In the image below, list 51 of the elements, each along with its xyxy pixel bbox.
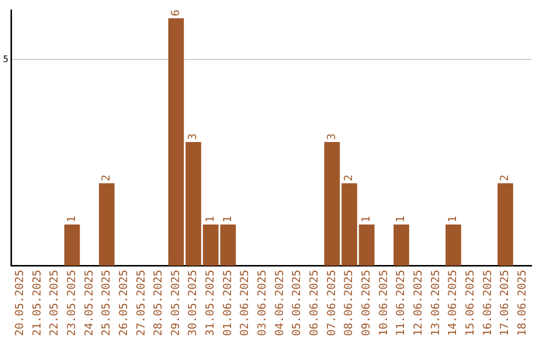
y-tick-label: 5 bbox=[2, 54, 8, 65]
x-tick-label: 25.05.2025 bbox=[100, 270, 113, 336]
data-label: 2 bbox=[498, 174, 512, 182]
x-tick-label: 04.06.2025 bbox=[272, 270, 286, 336]
x-tick-label: 16.06.2025 bbox=[480, 270, 494, 336]
bar bbox=[498, 183, 514, 266]
data-label: 1 bbox=[446, 216, 460, 223]
data-label: 2 bbox=[342, 174, 356, 182]
x-tick-label: 18.06.2025 bbox=[516, 270, 529, 336]
data-label: 1 bbox=[220, 216, 234, 223]
x-tick-label: 12.06.2025 bbox=[412, 270, 425, 336]
data-label: 1 bbox=[360, 216, 373, 223]
x-tick-label: 20.05.2025 bbox=[12, 270, 26, 336]
data-label: 2 bbox=[100, 174, 113, 182]
x-tick-label: 05.06.2025 bbox=[290, 270, 304, 336]
x-tick-label: 28.05.2025 bbox=[152, 270, 165, 336]
x-tick-label: 15.06.2025 bbox=[464, 270, 477, 336]
x-tick-label: 22.05.2025 bbox=[48, 270, 61, 336]
x-tick-label: 02.06.2025 bbox=[238, 270, 252, 336]
bar bbox=[220, 224, 236, 266]
bar bbox=[394, 224, 410, 266]
data-label: 3 bbox=[324, 133, 338, 140]
data-label: 1 bbox=[204, 216, 217, 223]
bar bbox=[202, 224, 219, 266]
x-tick-label: 27.05.2025 bbox=[134, 270, 148, 336]
x-tick-label: 14.06.2025 bbox=[446, 270, 460, 336]
data-label: 3 bbox=[186, 133, 200, 140]
x-tick-label: 01.06.2025 bbox=[220, 270, 234, 336]
x-tick-label: 06.06.2025 bbox=[308, 270, 321, 336]
x-tick-label: 03.06.2025 bbox=[256, 270, 269, 336]
x-tick-label: 09.06.2025 bbox=[360, 270, 373, 336]
x-tick-label: 23.05.2025 bbox=[64, 270, 78, 336]
x-tick-label: 21.05.2025 bbox=[30, 270, 44, 336]
x-tick-label: 08.06.2025 bbox=[342, 270, 356, 336]
x-tick-label: 24.05.2025 bbox=[82, 270, 96, 336]
x-tick-label: 11.06.2025 bbox=[394, 270, 408, 336]
x-tick-label: 29.05.2025 bbox=[168, 270, 182, 336]
data-label: 1 bbox=[394, 216, 408, 223]
data-label: 1 bbox=[64, 216, 78, 223]
bar bbox=[64, 224, 80, 266]
x-tick-label: 30.05.2025 bbox=[186, 270, 200, 336]
x-tick-label: 31.05.2025 bbox=[204, 270, 217, 336]
x-tick-label: 13.06.2025 bbox=[428, 270, 442, 336]
x-tick-label: 17.06.2025 bbox=[498, 270, 512, 336]
bar bbox=[98, 183, 115, 266]
bar bbox=[358, 224, 374, 266]
x-tick-label: 26.05.2025 bbox=[116, 270, 130, 336]
data-label: 6 bbox=[168, 10, 182, 16]
x-tick-label: 10.06.2025 bbox=[376, 270, 390, 336]
x-tick-label: 07.06.2025 bbox=[324, 270, 338, 336]
bar bbox=[446, 224, 462, 266]
